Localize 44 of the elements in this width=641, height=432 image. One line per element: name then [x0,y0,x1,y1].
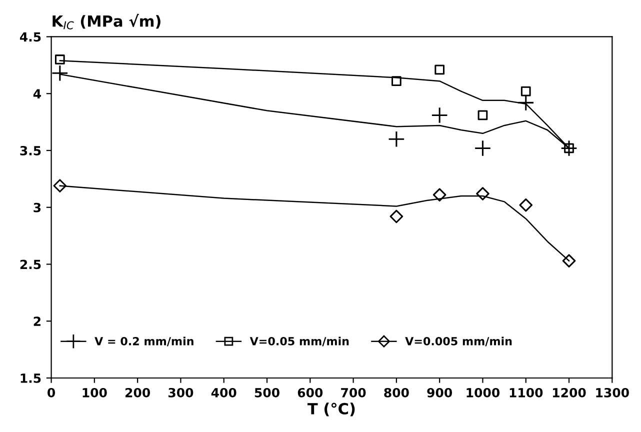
y-tick-label: 4.5 [20,32,41,42]
x-tick-label: 200 [126,388,150,398]
y-tick-label: 1.5 [20,374,41,383]
point [478,110,488,120]
x-tick-label: 100 [82,388,107,398]
x-tick-label: 300 [168,388,194,398]
point [474,140,492,157]
point [388,130,405,148]
x-tick-label: 1000 [466,388,500,398]
point [390,210,404,224]
y-tick-label: 2 [34,316,40,326]
legend-label: V = 0.2 mm/min [94,336,194,346]
x-tick-label: 800 [384,388,409,398]
x-tick-label: 700 [341,388,366,398]
point [476,187,490,200]
y-axis-title: K$_{IC}$ (MPa √m) [52,14,160,30]
legend-label: V=0.005 mm/min [405,336,512,346]
point [54,54,65,64]
point [392,76,402,86]
y-tick-label: 4 [33,89,41,98]
x-axis-title: T (°C) [308,402,355,416]
point [520,86,531,96]
y-tick-label: 2.5 [20,260,41,270]
legend-label: V=0.05 mm/min [250,336,349,346]
x-tick-label: 1200 [553,388,586,398]
point [432,188,446,202]
point [519,198,533,212]
point [434,64,445,75]
point [53,179,67,192]
x-tick-label: 400 [211,388,236,398]
x-tick-label: 0 [48,388,56,398]
point [564,143,574,154]
x-tick-label: 500 [254,388,280,398]
point [562,254,576,268]
point [517,94,534,112]
point [560,140,578,157]
x-tick-label: 600 [298,388,323,398]
point [431,106,448,124]
x-tick-label: 1300 [596,388,629,398]
y-tick-label: 3.5 [20,146,41,156]
x-tick-label: 900 [427,388,452,398]
y-tick-label: 3 [34,202,41,212]
x-tick-label: 1100 [510,388,543,398]
point [52,64,68,82]
